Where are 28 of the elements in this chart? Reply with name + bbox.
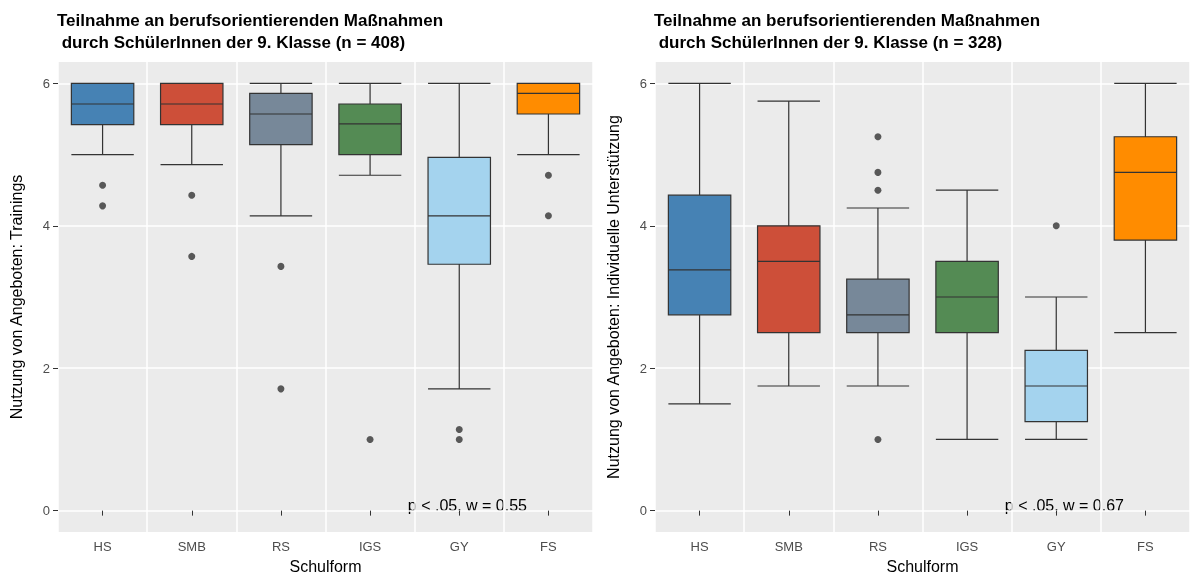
y-tick-label: 0 [639,503,647,519]
y-tick-label: 6 [42,75,50,91]
chart-title: Teilnahme an berufsorientierenden Maßnahmen durch SchülerInnen der 9. Klasse (n = 328) [654,10,1041,52]
annotation: p < .05, w = 0.55 [407,496,528,514]
x-axis-title: Schulform [886,557,959,575]
y-tick-label: 2 [639,360,647,376]
x-tick-label: GY [1046,539,1066,554]
y-tick-label: 4 [639,218,647,234]
x-tick-label: RS [868,539,888,554]
y-axis-title: Nutzung von Angeboten: Trainings [7,174,25,420]
y-tick-label: 6 [639,75,647,91]
x-axis-title: Schulform [289,557,362,575]
y-tick-label: 4 [42,218,50,234]
chart-title: Teilnahme an berufsorientierenden Maßnahmen durch SchülerInnen der 9. Klasse (n = 408) [57,10,444,52]
x-tick-label: SMB [177,539,206,554]
y-tick-label: 0 [42,503,50,519]
x-tick-label: FS [1137,539,1155,554]
x-tick-label: SMB [774,539,803,554]
x-tick-label: IGS [955,539,979,554]
x-tick-label: RS [271,539,291,554]
x-tick-label: HS [93,539,112,554]
x-tick-label: FS [540,539,558,554]
annotation: p < .05, w = 0.67 [1004,496,1125,514]
x-tick-label: IGS [358,539,382,554]
y-tick-label: 2 [42,360,50,376]
y-axis-title: Nutzung von Angeboten: Individuelle Unterstützung [604,115,622,479]
x-tick-label: HS [690,539,709,554]
x-tick-label: GY [449,539,469,554]
